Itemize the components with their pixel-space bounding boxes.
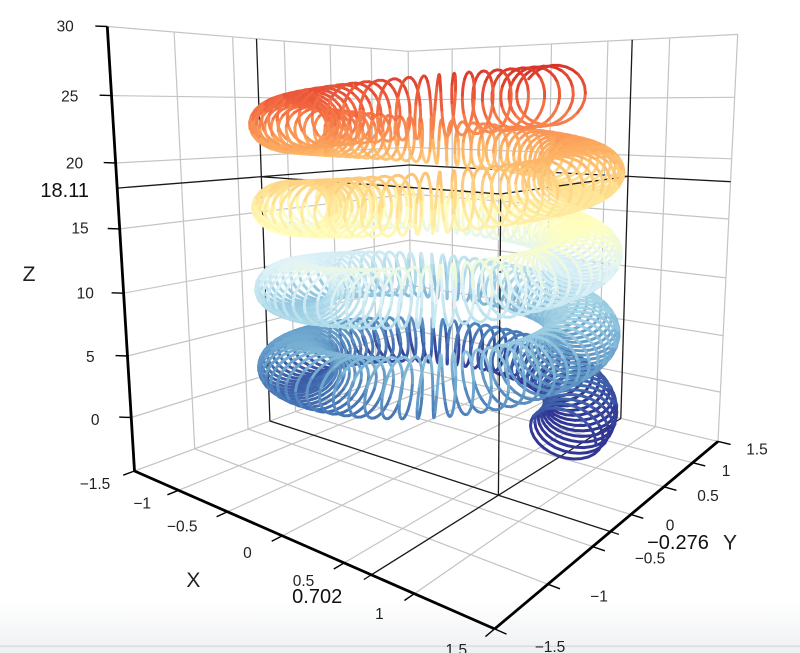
- svg-text:20: 20: [66, 156, 84, 173]
- svg-text:−0.5: −0.5: [635, 551, 666, 568]
- svg-text:30: 30: [57, 18, 75, 35]
- svg-text:1.5: 1.5: [746, 442, 768, 459]
- svg-text:−0.5: −0.5: [167, 519, 198, 536]
- svg-text:Z: Z: [23, 263, 36, 286]
- svg-text:−0.276: −0.276: [647, 532, 709, 554]
- svg-text:0.5: 0.5: [697, 488, 719, 505]
- svg-text:5: 5: [86, 349, 95, 366]
- svg-text:15: 15: [71, 221, 88, 238]
- svg-text:0: 0: [243, 545, 252, 562]
- svg-text:−1: −1: [133, 495, 151, 512]
- svg-text:1: 1: [375, 606, 384, 623]
- svg-text:0.702: 0.702: [292, 586, 342, 608]
- svg-text:1.5: 1.5: [446, 642, 468, 653]
- svg-text:25: 25: [61, 88, 78, 105]
- svg-text:0.5: 0.5: [293, 573, 315, 590]
- svg-text:18.11: 18.11: [40, 180, 89, 202]
- svg-text:1: 1: [722, 463, 731, 480]
- svg-text:−1: −1: [590, 589, 608, 606]
- svg-text:0: 0: [666, 518, 675, 535]
- svg-text:Y: Y: [723, 532, 737, 555]
- svg-text:10: 10: [77, 286, 95, 303]
- svg-text:−1.5: −1.5: [535, 639, 566, 653]
- svg-text:−1.5: −1.5: [80, 476, 111, 493]
- svg-text:X: X: [186, 569, 200, 592]
- svg-text:0: 0: [91, 412, 100, 429]
